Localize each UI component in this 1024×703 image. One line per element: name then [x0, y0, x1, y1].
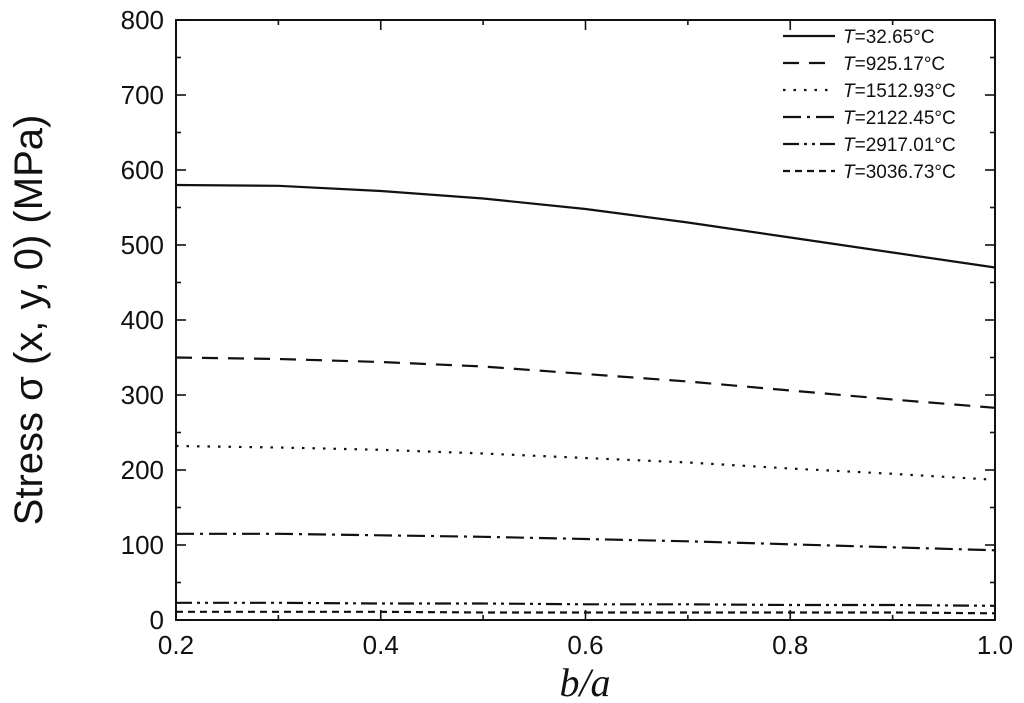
series-line-5: [176, 601, 996, 607]
legend-label-1: T=32.65°C: [843, 27, 935, 48]
x-tick-label: 0.6: [567, 630, 603, 660]
legend-label-4: T=2122.45°C: [843, 108, 956, 129]
legend-label-3: T=1512.93°C: [843, 81, 956, 102]
y-tick-label: 400: [121, 305, 164, 335]
x-tick-label: 0.4: [363, 630, 399, 660]
x-tick-label: 0.2: [158, 630, 194, 660]
y-tick-label: 600: [121, 155, 164, 185]
y-tick-label: 800: [121, 5, 164, 35]
legend-label-2: T=925.17°C: [843, 54, 945, 75]
series-line-3: [175, 444, 996, 481]
x-axis-label: b/a: [559, 660, 610, 703]
series-line-1: [175, 183, 996, 269]
axis-ticks: [175, 19, 996, 621]
axis-tick-labels: 0.2 0.4 0.6 0.8 1.0 0 100 200 300 400 500 600 700 800: [121, 5, 1013, 660]
y-tick-label: 0: [150, 605, 164, 635]
y-tick-label: 300: [121, 380, 164, 410]
y-tick-label: 700: [121, 80, 164, 110]
series-lines: [175, 183, 996, 615]
series-line-6: [176, 610, 996, 615]
legend: T=32.65°C T=925.17°C T=1512.93°C T=2122.45°…: [783, 27, 956, 183]
y-axis-label: Stress σ (x, y, 0) (MPa): [7, 115, 51, 526]
x-tick-label: 0.8: [772, 630, 808, 660]
x-tick-label: 1.0: [977, 630, 1013, 660]
y-tick-label: 100: [121, 530, 164, 560]
series-line-2: [175, 356, 996, 409]
legend-label-6: T=3036.73°C: [843, 162, 956, 183]
y-tick-label: 500: [121, 230, 164, 260]
series-line-4: [176, 532, 996, 552]
y-tick-label: 200: [121, 455, 164, 485]
legend-label-5: T=2917.01°C: [843, 135, 956, 156]
